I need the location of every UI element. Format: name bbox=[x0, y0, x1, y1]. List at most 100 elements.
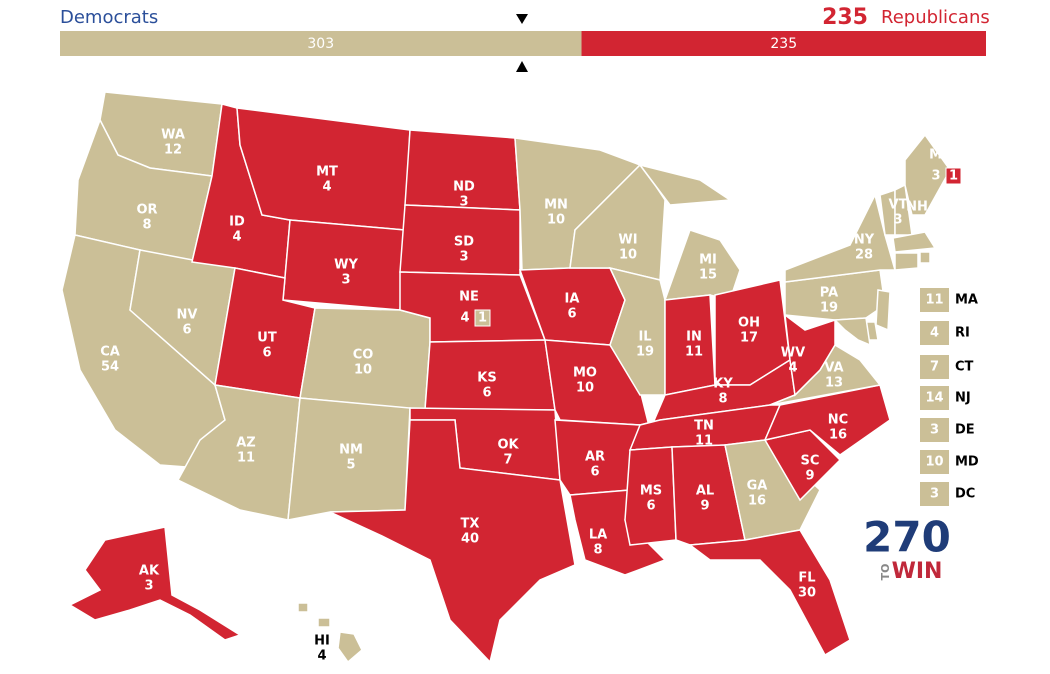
small-state-box bbox=[920, 418, 949, 442]
small-state-abbr: DC bbox=[955, 487, 975, 502]
state-abbr: UT bbox=[257, 331, 277, 346]
state-abbr: WV bbox=[781, 346, 805, 361]
small-state-abbr: DE bbox=[955, 423, 975, 438]
logo-win: WIN bbox=[892, 559, 943, 584]
state-votes: 12 bbox=[164, 143, 182, 158]
district-box bbox=[474, 309, 491, 327]
state-votes: 6 bbox=[567, 307, 576, 322]
state-votes: 11 bbox=[237, 451, 255, 466]
state-abbr: OK bbox=[497, 438, 519, 453]
state-votes: 4 bbox=[788, 361, 797, 376]
state-shape bbox=[892, 231, 937, 253]
state-abbr: VT bbox=[889, 198, 908, 213]
state-votes: 15 bbox=[699, 268, 717, 283]
state-shape bbox=[608, 266, 666, 396]
state-abbr: NY bbox=[854, 233, 875, 248]
state-abbr: NC bbox=[828, 413, 848, 428]
small-state-votes: 10 bbox=[925, 455, 943, 470]
state-abbr: MS bbox=[640, 484, 662, 499]
small-state-abbr: NJ bbox=[955, 391, 971, 406]
state-votes: 16 bbox=[829, 428, 847, 443]
state-abbr: MO bbox=[573, 366, 597, 381]
state-abbr: NE bbox=[459, 290, 479, 305]
district-box bbox=[945, 167, 962, 185]
state-votes: 8 bbox=[142, 218, 151, 233]
state-votes: 6 bbox=[646, 499, 655, 514]
dem-label: Democrats bbox=[60, 7, 158, 28]
dem-bar bbox=[60, 31, 582, 56]
state-votes: 40 bbox=[461, 532, 479, 547]
small-state-abbr: MD bbox=[955, 455, 979, 470]
state-shape bbox=[317, 617, 331, 628]
small-state-abbr: MA bbox=[955, 293, 978, 308]
logo: 270 TO WIN bbox=[863, 513, 951, 585]
state-votes: 10 bbox=[576, 381, 594, 396]
state-shape bbox=[784, 313, 836, 397]
state-shape bbox=[624, 446, 677, 546]
state-shape bbox=[894, 252, 919, 271]
state-votes: 3 bbox=[931, 169, 940, 184]
state-abbr: ID bbox=[229, 215, 245, 230]
state-votes: 17 bbox=[740, 331, 758, 346]
state-shape bbox=[724, 439, 821, 541]
state-abbr: NH bbox=[906, 200, 928, 215]
state-votes: 4 bbox=[322, 180, 331, 195]
state-abbr: WI bbox=[618, 233, 637, 248]
state-abbr: ND bbox=[453, 180, 475, 195]
state-abbr: AR bbox=[585, 450, 605, 465]
state-votes: 19 bbox=[636, 345, 654, 360]
state-shape bbox=[784, 192, 896, 283]
state-votes: 30 bbox=[798, 586, 816, 601]
small-state-box bbox=[920, 450, 949, 474]
small-state-votes: 4 bbox=[930, 326, 939, 341]
state-shape bbox=[919, 251, 931, 264]
state-abbr: IN bbox=[686, 330, 702, 345]
state-abbr: CO bbox=[353, 348, 374, 363]
vote-bar: 303 235 bbox=[60, 31, 986, 56]
rep-bar bbox=[581, 31, 986, 56]
small-state-box bbox=[920, 386, 949, 410]
marker-top bbox=[516, 14, 528, 24]
state-votes: 6 bbox=[262, 346, 271, 361]
state-votes: 7 bbox=[503, 453, 512, 468]
rep-total: 235 bbox=[822, 5, 868, 30]
small-state-box bbox=[920, 482, 949, 506]
state-votes: 9 bbox=[700, 499, 709, 514]
state-votes: 54 bbox=[101, 360, 119, 375]
state-votes: 8 bbox=[593, 543, 602, 558]
state-abbr: KS bbox=[477, 371, 496, 386]
small-state-abbr: RI bbox=[955, 326, 970, 341]
small-state-box bbox=[920, 355, 949, 379]
small-state-votes: 3 bbox=[930, 423, 939, 438]
state-votes: 28 bbox=[855, 248, 873, 263]
state-abbr: OR bbox=[136, 203, 157, 218]
district-votes: 1 bbox=[478, 311, 487, 326]
state-votes: 10 bbox=[547, 213, 565, 228]
state-votes: 8 bbox=[718, 392, 727, 407]
state-votes: 11 bbox=[685, 345, 703, 360]
state-votes: 3 bbox=[144, 579, 153, 594]
state-shape bbox=[904, 133, 951, 216]
rep-label: Republicans bbox=[881, 7, 990, 28]
logo-to: TO bbox=[879, 564, 892, 581]
state-shape bbox=[337, 631, 363, 664]
small-state-votes: 14 bbox=[925, 391, 943, 406]
state-votes: 10 bbox=[619, 248, 637, 263]
state-votes: 3 bbox=[459, 250, 468, 265]
state-votes: 9 bbox=[805, 469, 814, 484]
state-votes: 5 bbox=[346, 458, 355, 473]
state-votes: 4 bbox=[912, 215, 921, 230]
state-abbr: SC bbox=[801, 454, 820, 469]
state-shape bbox=[833, 317, 871, 347]
state-abbr: MN bbox=[544, 198, 568, 213]
state-shape bbox=[68, 526, 242, 641]
state-abbr: IA bbox=[565, 292, 580, 307]
state-shape bbox=[329, 419, 576, 664]
state-votes: 11 bbox=[695, 434, 713, 449]
state-votes: 10 bbox=[354, 363, 372, 378]
state-votes: 6 bbox=[482, 386, 491, 401]
state-shape bbox=[875, 289, 891, 332]
small-state-votes: 7 bbox=[930, 360, 939, 375]
state-abbr: GA bbox=[747, 479, 768, 494]
